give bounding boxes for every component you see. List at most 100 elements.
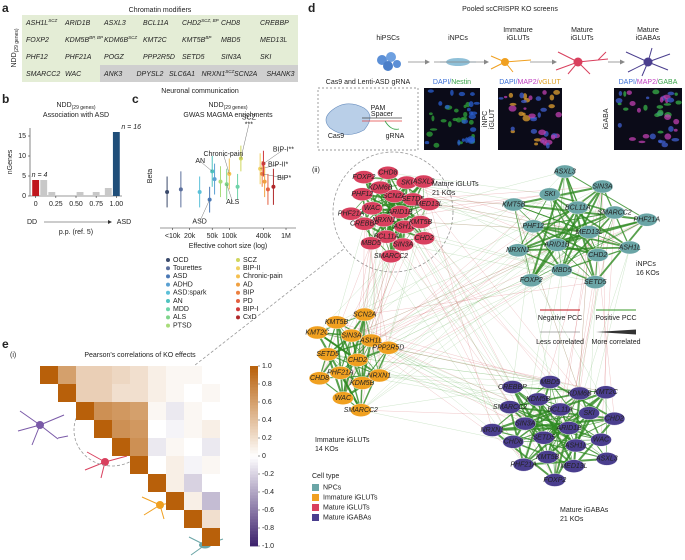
micrograph-cell <box>539 137 547 144</box>
node-label: PHF21A <box>327 370 354 377</box>
colorbar-step <box>250 396 258 400</box>
image-header-part: Nestin <box>451 79 471 86</box>
heatmap-cell <box>76 402 94 420</box>
network-node <box>603 412 626 426</box>
node-label: ASH1L <box>359 337 382 344</box>
node-label: SETD5 <box>584 279 607 286</box>
network-edge <box>531 219 647 281</box>
network-edge <box>388 347 606 393</box>
heatmap-cell <box>184 384 202 402</box>
node-label: NRXN1 <box>480 427 504 434</box>
x-tick-label: 20k <box>184 233 196 240</box>
network-edge <box>523 270 562 465</box>
image-header-part: DAPI/ <box>499 79 517 86</box>
network-edge <box>579 282 596 394</box>
micrograph-cell <box>533 138 542 142</box>
node-label: BCL11A <box>565 204 591 211</box>
gene-superscript: BP, BP <box>89 35 103 40</box>
stage-arrowhead <box>552 59 557 65</box>
network-edge <box>357 244 558 361</box>
network-edge <box>379 250 519 376</box>
colorbar-step <box>250 429 258 433</box>
network-edge <box>605 392 608 459</box>
chart-title-sub: (29 genes) <box>72 105 96 111</box>
network-edge <box>362 219 647 384</box>
x-tick-label: 0.25 <box>49 201 63 208</box>
bar <box>76 192 84 196</box>
x-tick-label: 50k <box>207 233 219 240</box>
micrograph-cell <box>534 142 539 146</box>
colorbar-step <box>250 444 258 448</box>
gene-name: SHANK3 <box>267 71 295 78</box>
legend-swatch <box>312 484 319 491</box>
colorbar-step <box>250 378 258 382</box>
network-edge <box>404 226 555 481</box>
network-node <box>584 275 607 289</box>
gene-name: SIN3A <box>221 54 242 61</box>
cluster-name: iNPCs <box>636 261 656 268</box>
point <box>218 179 223 184</box>
network-node <box>502 435 524 449</box>
micrograph-cell <box>528 95 533 101</box>
gene-label: ANK3 <box>103 71 122 78</box>
colorbar-tick-label: -0.6 <box>262 507 274 514</box>
micrograph-cell <box>528 113 536 119</box>
network-node <box>375 230 398 244</box>
micrograph-cell <box>638 140 646 144</box>
heatmap-cell <box>202 438 220 456</box>
gene-label: ASXL3 <box>103 20 126 27</box>
colorbar-step <box>250 483 258 487</box>
node-label: SMARCC2 <box>493 404 527 411</box>
network-node <box>306 325 328 340</box>
colorbar-step <box>250 387 258 391</box>
network-edge <box>387 172 550 195</box>
micrograph-cell <box>668 126 674 132</box>
legend-swatch <box>166 266 170 271</box>
gene-name: DPYSL2 <box>137 71 164 78</box>
micrograph-cell <box>518 111 524 116</box>
legend-swatch <box>236 266 240 271</box>
network-edge <box>513 439 602 443</box>
gene-name: CHD8 <box>221 20 240 27</box>
network-node <box>316 347 339 361</box>
network-node <box>308 371 331 385</box>
network-edge <box>530 171 566 281</box>
network-node <box>551 263 573 277</box>
heatmap-cell <box>166 456 184 474</box>
legend-label: ADHD <box>173 281 193 288</box>
network-edge <box>517 211 615 252</box>
micrograph-cell <box>555 111 562 118</box>
legend-label: PD <box>243 298 253 305</box>
heatmap-cell <box>94 420 112 438</box>
micrograph-cell <box>629 101 636 106</box>
colorbar-step <box>250 438 258 442</box>
colorbar-step <box>250 393 258 397</box>
node-label: PHF12 <box>351 191 373 198</box>
node-label: SKI <box>544 191 555 198</box>
micrograph-cell <box>523 107 527 110</box>
image-header-part: GABA <box>658 79 678 86</box>
legend-swatch <box>236 258 240 262</box>
network-edge <box>549 194 563 271</box>
heatmap-cell <box>184 438 202 456</box>
heatmap-cell <box>202 366 220 384</box>
bar <box>40 180 48 196</box>
chart-title-sub: (29 genes) <box>224 105 248 111</box>
network-edge <box>360 270 562 411</box>
node-label: SKI <box>583 410 594 417</box>
legend-swatch <box>166 299 170 303</box>
stage-arrowhead <box>620 59 625 65</box>
network-edge <box>602 186 607 393</box>
legend-swatch <box>166 290 170 295</box>
network-node <box>413 231 435 245</box>
micrograph-cell <box>510 129 515 134</box>
node-label: CREBBP <box>350 221 379 228</box>
gene-label: PPP2R5D <box>143 54 175 61</box>
gene-name: BCL11A <box>143 20 169 27</box>
network-edge <box>360 212 615 411</box>
colorbar-step <box>250 489 258 493</box>
gene-label: SCN2A <box>234 71 258 78</box>
micrograph-cell <box>503 95 508 99</box>
edge-legend-label: Positive PCC <box>595 315 636 322</box>
